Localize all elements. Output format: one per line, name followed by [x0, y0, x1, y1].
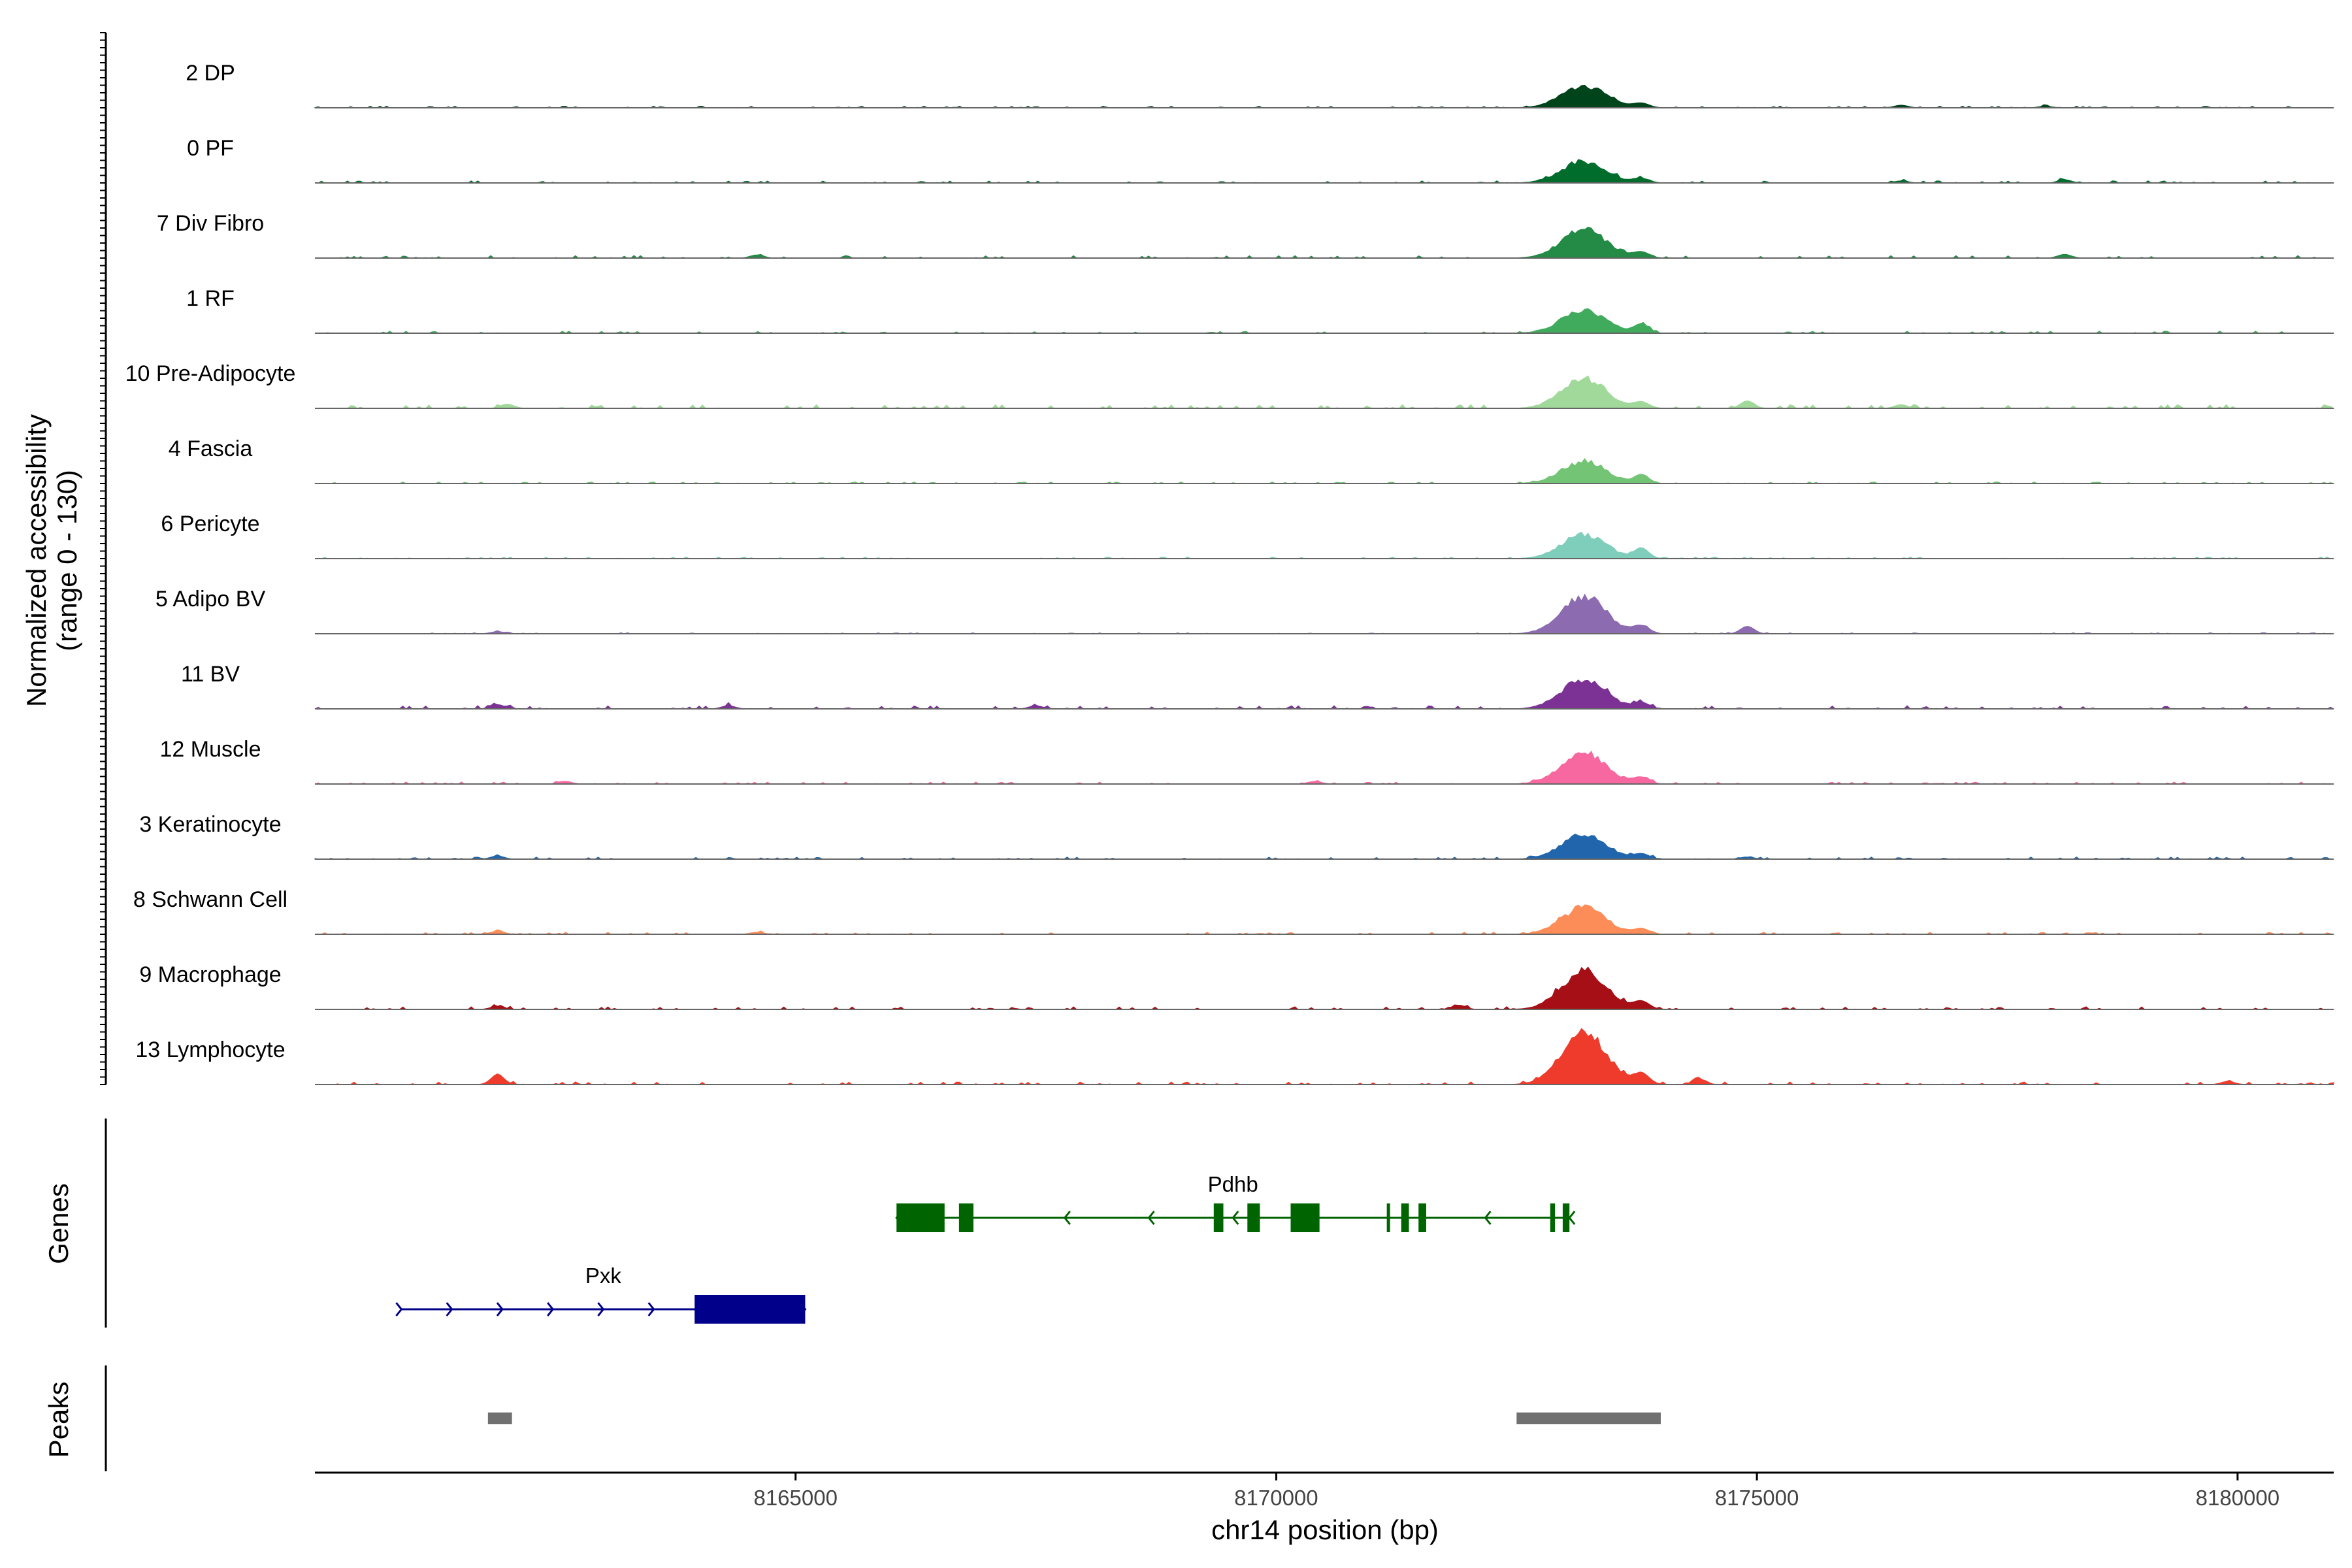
- peaks-panel-label: Peaks: [43, 1382, 74, 1458]
- gene-exon: [1562, 1203, 1570, 1232]
- track-label: 7 Div Fibro: [157, 211, 264, 236]
- gene-exon: [694, 1295, 806, 1324]
- x-tick-label: 8175000: [1715, 1486, 1799, 1510]
- gene-exon: [1247, 1203, 1260, 1232]
- coverage-track: 0 PF: [187, 136, 2334, 184]
- strand-arrow: [799, 1302, 807, 1316]
- strand-arrow: [1063, 1211, 1071, 1225]
- gene-label: Pdhb: [1208, 1172, 1258, 1196]
- x-tick-label: 8165000: [753, 1486, 837, 1510]
- gene-label: Pxk: [585, 1264, 622, 1288]
- y-axis-range-label: (range 0 - 130): [52, 470, 82, 651]
- coverage-area: [315, 1028, 2334, 1085]
- coverage-track: 6 Pericyte: [161, 512, 2334, 559]
- strand-arrow: [1568, 1211, 1576, 1225]
- strand-arrow: [547, 1302, 555, 1316]
- coverage-track: 4 Fascia: [169, 436, 2334, 484]
- strand-arrow: [1484, 1211, 1492, 1225]
- strand-arrow: [1232, 1211, 1239, 1225]
- strand-arrow: [395, 1302, 403, 1316]
- gene-exon: [1418, 1203, 1426, 1232]
- coverage-area: [314, 834, 2334, 860]
- strand-arrow: [597, 1302, 605, 1316]
- coverage-area: [315, 375, 2335, 409]
- gene-model: Pdhb: [895, 1172, 1576, 1232]
- gene-exon: [958, 1203, 973, 1232]
- x-axis: 8165000 8170000 8175000 8180000: [315, 1471, 2334, 1510]
- strand-arrow: [446, 1302, 453, 1316]
- coverage-area: [315, 226, 2334, 259]
- coverage-track: 10 Pre-Adipocyte: [125, 361, 2335, 409]
- x-tick-label: 8180000: [2196, 1486, 2279, 1510]
- track-label: 5 Adipo BV: [155, 587, 266, 612]
- coverage-area: [314, 84, 2334, 108]
- coverage-track: 5 Adipo BV: [155, 587, 2334, 634]
- track-label: 8 Schwann Cell: [133, 887, 287, 912]
- coverage-area: [315, 531, 2334, 559]
- track-label: 9 Macrophage: [139, 962, 281, 987]
- coverage-track: 1 RF: [186, 286, 2334, 334]
- gene-exon: [1401, 1203, 1409, 1232]
- coverage-area: [315, 593, 2334, 634]
- coverage-area: [315, 966, 2334, 1010]
- gene-exon: [1550, 1203, 1556, 1232]
- coverage-track: 3 Keratinocyte: [139, 812, 2334, 860]
- track-label: 12 Muscle: [160, 737, 261, 762]
- strand-arrow: [1147, 1211, 1155, 1225]
- peak-region: [487, 1413, 512, 1424]
- coverage-track: 2 DP: [186, 61, 2334, 108]
- gene-exon: [1213, 1203, 1224, 1232]
- coverage-track: 8 Schwann Cell: [133, 887, 2334, 935]
- coverage-area: [315, 308, 2334, 334]
- track-label: 1 RF: [186, 286, 235, 311]
- track-label: 11 BV: [181, 662, 240, 687]
- track-label: 3 Keratinocyte: [139, 812, 281, 837]
- genes-panel: Pdhb Pxk: [105, 1119, 1576, 1328]
- coverage-area: [315, 904, 2334, 935]
- track-label: 2 DP: [186, 61, 235, 86]
- strand-arrow: [496, 1302, 504, 1316]
- x-tick-label: 8170000: [1234, 1486, 1318, 1510]
- gene-exon: [1290, 1203, 1320, 1232]
- track-label: 10 Pre-Adipocyte: [125, 361, 296, 386]
- coverage-track: 11 BV: [181, 662, 2334, 710]
- coverage-area: [314, 750, 2334, 785]
- y-axis-label: Normalized accessibility: [21, 414, 52, 707]
- coverage-track: 9 Macrophage: [139, 962, 2334, 1010]
- gene-model: Pxk: [395, 1264, 807, 1324]
- coverage-area: [315, 159, 2334, 184]
- coverage-track: 7 Div Fibro: [157, 211, 2334, 259]
- track-label: 13 Lymphocyte: [135, 1037, 285, 1062]
- gene-exon: [896, 1203, 945, 1232]
- strand-arrow: [895, 1211, 903, 1225]
- genes-panel-label: Genes: [43, 1183, 74, 1264]
- track-label: 0 PF: [187, 136, 234, 161]
- strand-arrow: [647, 1302, 655, 1316]
- peaks-panel: [105, 1365, 1661, 1471]
- track-label: 4 Fascia: [169, 436, 253, 461]
- coverage-tracks: 2 DP 0 PF 7 Div Fibro 1 RF 10 Pre-Adipocyte 4…: [100, 32, 2335, 1085]
- track-label: 6 Pericyte: [161, 512, 259, 536]
- gene-exon: [1386, 1203, 1390, 1232]
- coverage-area: [314, 458, 2334, 484]
- peak-region: [1516, 1413, 1661, 1424]
- coverage-track: 12 Muscle: [160, 737, 2334, 785]
- x-axis-label: chr14 position (bp): [1211, 1514, 1439, 1545]
- coverage-track: 13 Lymphocyte: [135, 1028, 2334, 1085]
- coverage-area: [314, 679, 2334, 710]
